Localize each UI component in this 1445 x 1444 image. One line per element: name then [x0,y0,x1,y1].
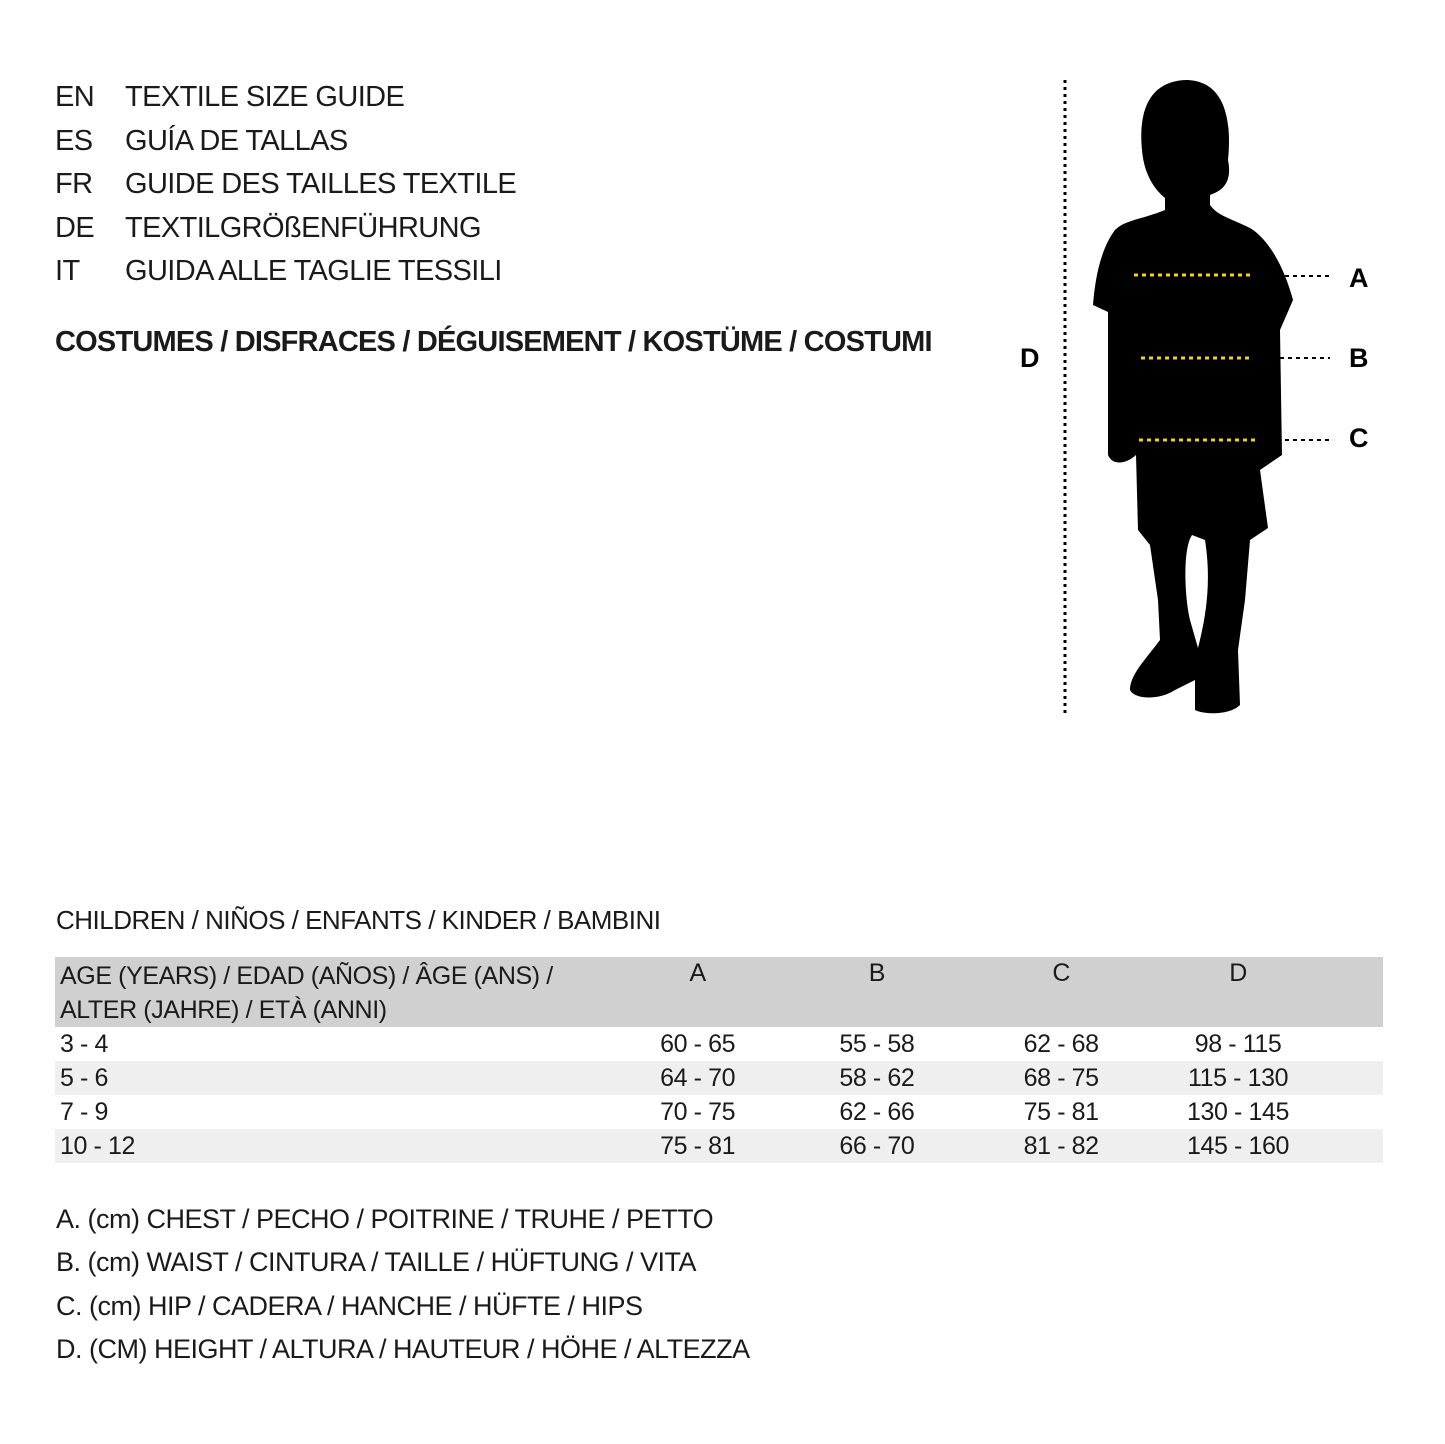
table-row: 3 - 4 60 - 65 55 - 58 62 - 68 98 - 115 [55,1027,1383,1061]
table-row: 5 - 6 64 - 70 58 - 62 68 - 75 115 - 130 [55,1061,1383,1095]
cell-a: 60 - 65 [660,1029,736,1058]
lang-code: EN [55,81,95,114]
title-de: DE TEXTILGRÖßENFÜHRUNG [55,207,516,251]
label-d: D [1020,343,1040,373]
spacer [1330,1095,1383,1129]
title-fr: FR GUIDE DES TAILLES TEXTILE [55,163,517,207]
title-text: GUIDE DES TAILLES TEXTILE [125,168,517,201]
cell-age: 3 - 4 [60,1029,109,1058]
lang-code: DE [55,211,95,244]
lang-code: ES [55,124,93,157]
size-table: AGE (YEARS) / EDAD (AÑOS) / ÂGE (ANS) / A… [55,957,1383,1163]
cell-b: 58 - 62 [777,1061,977,1095]
costumes-subtitle: COSTUMES / DISFRACES / DÉGUISEMENT / KOS… [55,326,933,358]
age-header-line1: AGE (YEARS) / EDAD (AÑOS) / ÂGE (ANS) / [60,962,553,990]
cell-age: 7 - 9 [60,1097,109,1126]
cell-c: 68 - 75 [976,1061,1146,1095]
table-header: AGE (YEARS) / EDAD (AÑOS) / ÂGE (ANS) / A… [55,957,1383,1027]
age-header: AGE (YEARS) / EDAD (AÑOS) / ÂGE (ANS) / A… [55,957,618,1027]
measurement-legend: A. (cm) CHEST / PECHO / POITRINE / TRUHE… [56,1204,750,1377]
cell-b: 55 - 58 [839,1029,915,1058]
title-en: EN TEXTILE SIZE GUIDE [55,76,516,120]
cell-a: 64 - 70 [617,1061,778,1095]
title-it: IT GUIDA ALLE TAGLIE TESSILI [55,250,516,294]
title-text: GUÍA DE TALLAS [125,124,348,157]
cell-age: 10 - 12 [55,1129,618,1163]
legend-chest: A. (cm) CHEST / PECHO / POITRINE / TRUHE… [56,1204,714,1234]
age-header-line2: ALTER (JAHRE) / ETÀ (ANNI) [60,996,387,1024]
cell-a: 75 - 81 [617,1129,778,1163]
children-heading: CHILDREN / NIÑOS / ENFANTS / KINDER / BA… [56,905,661,935]
label-c: C [1349,423,1369,453]
cell-d: 145 - 160 [1145,1129,1331,1163]
lang-code: IT [55,255,80,288]
lang-code: FR [55,168,93,201]
title-text: TEXTILGRÖßENFÜHRUNG [125,211,482,244]
title-list: EN TEXTILE SIZE GUIDE ES GUÍA DE TALLAS FR… [55,76,517,294]
title-es: ES GUÍA DE TALLAS [55,120,516,164]
title-text: GUIDA ALLE TAGLIE TESSILI [125,255,502,288]
title-text: TEXTILE SIZE GUIDE [125,81,405,114]
legend-hip: C. (cm) HIP / CADERA / HANCHE / HÜFTE / … [56,1290,643,1321]
spacer [1330,957,1383,1027]
col-d-header: D [1145,957,1331,1027]
label-a: A [1349,263,1369,293]
col-c-header: C [976,957,1146,1027]
label-b: B [1349,343,1369,373]
legend-waist: B. (cm) WAIST / CINTURA / TAILLE / HÜFTU… [56,1247,697,1278]
spacer [1330,1027,1383,1061]
cell-c: 62 - 68 [1023,1029,1099,1058]
child-silhouette-figure: A B C D [1020,80,1369,715]
cell-d: 98 - 115 [1194,1029,1282,1058]
cell-a: 70 - 75 [660,1097,736,1126]
child-silhouette [1093,80,1293,714]
col-b-header: B [777,957,977,1027]
table-row: 7 - 9 70 - 75 62 - 66 75 - 81 130 - 145 [55,1095,1383,1129]
col-a-header: A [617,957,778,1027]
cell-b: 66 - 70 [777,1129,977,1163]
cell-d: 115 - 130 [1145,1061,1331,1095]
table-row: 10 - 12 75 - 81 66 - 70 81 - 82 145 - 160 [55,1129,1383,1163]
spacer [1330,1061,1383,1095]
cell-c: 75 - 81 [1023,1097,1099,1126]
legend-height: D. (CM) HEIGHT / ALTURA / HAUTEUR / HÖHE… [56,1333,750,1364]
cell-d: 130 - 145 [1187,1097,1290,1126]
cell-age: 5 - 6 [55,1061,618,1095]
cell-c: 81 - 82 [976,1129,1146,1163]
cell-b: 62 - 66 [839,1097,915,1126]
spacer [1330,1129,1383,1163]
